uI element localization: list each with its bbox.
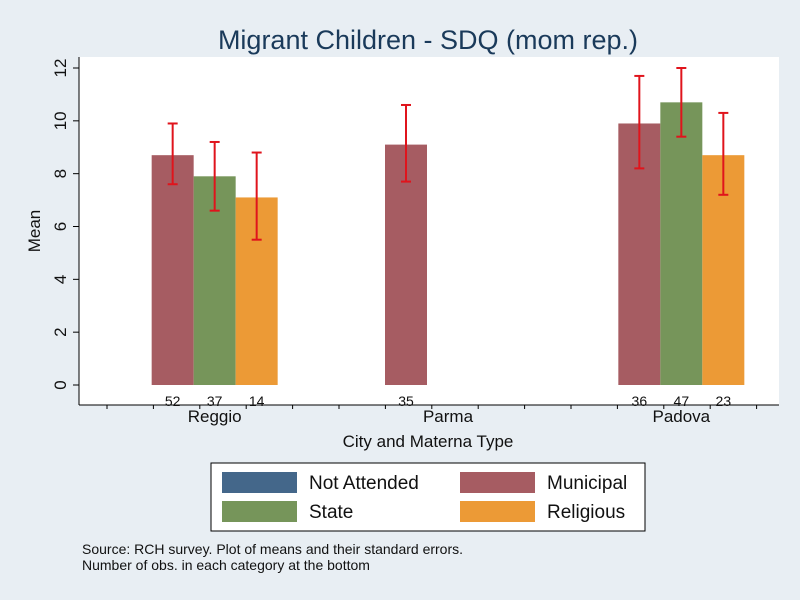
y-axis-ticks: 0 2 4 6 8 10 12 bbox=[51, 59, 79, 390]
count-label-reggio-religious: 14 bbox=[249, 393, 265, 409]
note-obs: Number of obs. in each category at the b… bbox=[82, 557, 370, 573]
error-bars-group bbox=[167, 67, 729, 241]
x-axis-ticks bbox=[106, 405, 758, 409]
legend: Not Attended Municipal State Religious bbox=[222, 472, 627, 523]
legend-swatch-state bbox=[222, 501, 297, 522]
y-tick-label: 0 bbox=[51, 380, 70, 389]
y-tick-label: 12 bbox=[51, 59, 70, 78]
y-tick-label: 10 bbox=[51, 111, 70, 130]
bar-reggio-municipal bbox=[151, 155, 194, 385]
count-label-padova-municipal: 36 bbox=[632, 393, 648, 409]
count-label-reggio-state: 37 bbox=[207, 393, 223, 409]
legend-swatch-not-attended bbox=[222, 472, 297, 493]
bars-group bbox=[151, 102, 745, 385]
legend-label-municipal: Municipal bbox=[547, 473, 627, 494]
bar-parma-municipal bbox=[385, 144, 427, 385]
y-axis-label: Mean bbox=[25, 210, 44, 253]
legend-label-not-attended: Not Attended bbox=[309, 473, 419, 494]
y-tick-label: 6 bbox=[51, 222, 70, 231]
category-label-reggio: Reggio bbox=[188, 407, 242, 426]
chart-title: Migrant Children - SDQ (mom rep.) bbox=[218, 25, 638, 55]
y-tick-label: 2 bbox=[51, 327, 70, 336]
note-source: Source: RCH survey. Plot of means and th… bbox=[82, 541, 463, 557]
y-tick-label: 8 bbox=[51, 169, 70, 178]
count-label-padova-state: 47 bbox=[674, 393, 690, 409]
category-labels-group: Reggio Parma Padova bbox=[188, 407, 711, 426]
count-labels-group: 52 37 14 35 36 47 23 bbox=[165, 393, 731, 409]
legend-swatch-municipal bbox=[460, 472, 535, 493]
count-label-padova-religious: 23 bbox=[716, 393, 732, 409]
legend-swatch-religious bbox=[460, 501, 535, 522]
category-label-padova: Padova bbox=[652, 407, 710, 426]
legend-label-religious: Religious bbox=[547, 502, 625, 523]
count-label-reggio-municipal: 52 bbox=[165, 393, 181, 409]
y-tick-label: 4 bbox=[51, 275, 70, 284]
count-label-parma-municipal: 35 bbox=[398, 393, 414, 409]
x-axis-label: City and Materna Type bbox=[343, 432, 514, 451]
category-label-parma: Parma bbox=[423, 407, 474, 426]
legend-label-state: State bbox=[309, 502, 353, 523]
bar-padova-state bbox=[660, 102, 703, 385]
